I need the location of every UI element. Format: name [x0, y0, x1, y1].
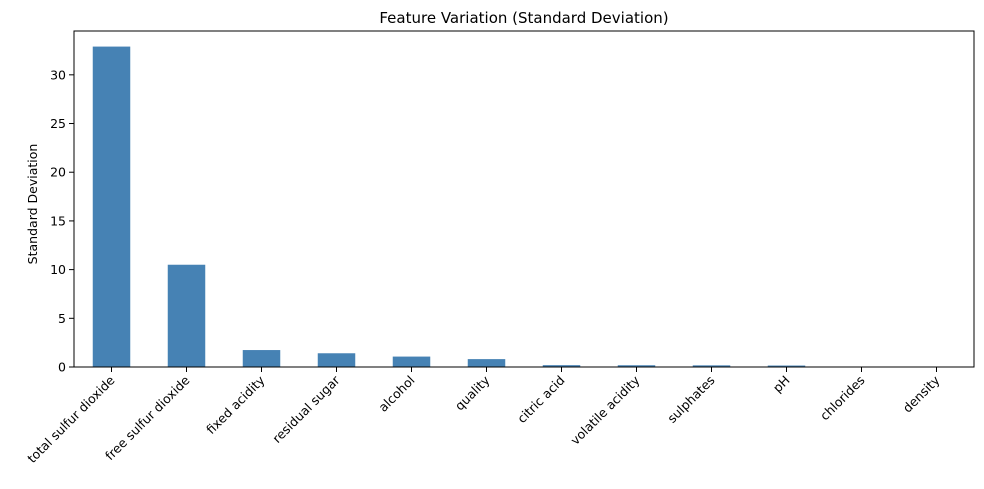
y-tick-label: 0: [58, 360, 66, 375]
y-axis-label: Standard Deviation: [25, 144, 40, 265]
x-tick-label: volatile acidity: [567, 372, 643, 448]
x-tick-label: residual sugar: [269, 372, 343, 446]
y-tick-label: 15: [50, 213, 66, 228]
y-tick-label: 5: [58, 311, 66, 326]
bar-fixed-acidity: [242, 350, 281, 367]
bar-ph: [767, 365, 806, 367]
x-tick-label: pH: [770, 373, 793, 396]
bar-total-sulfur-dioxide: [92, 46, 131, 367]
bar-free-sulfur-dioxide: [167, 264, 206, 367]
bar-volatile-acidity: [617, 365, 656, 367]
bar-residual-sugar: [317, 353, 356, 367]
y-tick-label: 30: [50, 67, 66, 82]
x-tick-label: quality: [452, 372, 493, 413]
x-tick-label: sulphates: [664, 373, 717, 426]
chart-title: Feature Variation (Standard Deviation): [379, 9, 668, 27]
x-tick-label: free sulfur dioxide: [102, 372, 193, 463]
x-tick-label: density: [900, 372, 943, 415]
bars-group: [92, 46, 956, 367]
x-tick-label: citric acid: [514, 373, 567, 426]
bar-sulphates: [692, 365, 731, 367]
bar-alcohol: [392, 356, 431, 367]
x-tick-label: alcohol: [375, 373, 417, 415]
x-tick-label: chlorides: [817, 373, 868, 424]
x-tick-label: fixed acidity: [203, 372, 268, 437]
y-tick-label: 25: [50, 116, 66, 131]
y-tick-label: 10: [50, 262, 66, 277]
plot-area-frame: [73, 30, 975, 368]
bar-quality: [467, 359, 506, 367]
y-tick-label: 20: [50, 165, 66, 180]
y-axis-ticks: 0 5 10 15 20 25 30: [50, 67, 74, 375]
bar-citric-acid: [542, 365, 581, 367]
